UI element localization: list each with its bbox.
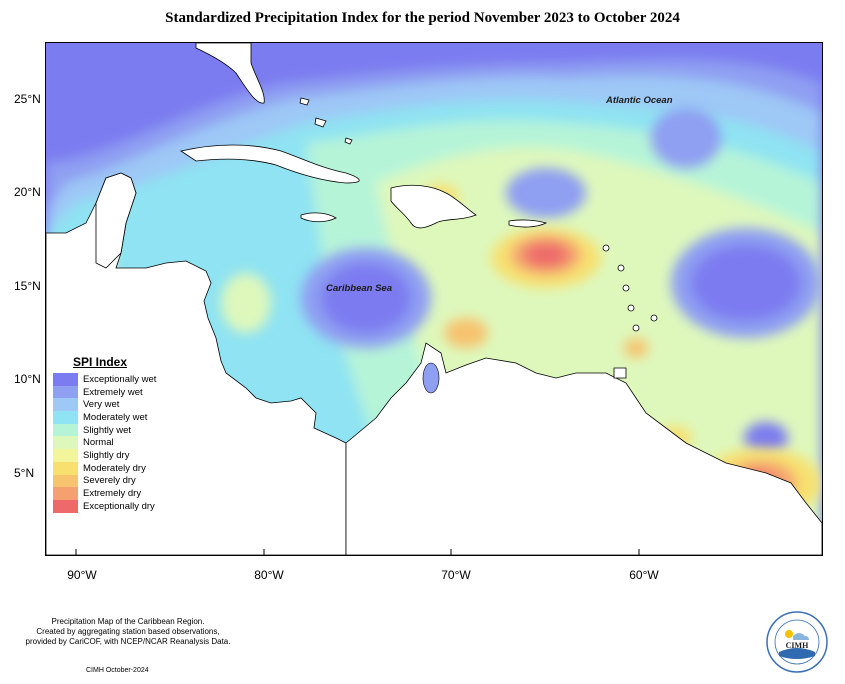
spi-zone-dry-pool — [444, 318, 488, 348]
map-title: Standardized Precipitation Index for the… — [165, 10, 680, 26]
caribbean-sea-label: Caribbean Sea — [326, 283, 392, 294]
credit: CIMH October-2024 — [86, 667, 149, 674]
spi-map: Caribbean Sea Atlantic Ocean — [45, 42, 823, 556]
spi-map-canvas: Caribbean Sea Atlantic Ocean — [46, 43, 822, 555]
legend-swatch — [53, 398, 78, 412]
land-antilles — [617, 264, 625, 272]
graticule — [75, 549, 640, 555]
land-antilles — [627, 304, 635, 312]
legend-swatch — [53, 423, 78, 437]
legend-label: Moderately dry — [83, 462, 146, 474]
legend-item: Moderately wet — [53, 411, 168, 424]
legend-label: Extremely dry — [83, 488, 142, 500]
lon-tick-60w: 60°W — [629, 568, 659, 582]
atlantic-ocean-label: Atlantic Ocean — [605, 95, 673, 106]
footnote-line-3: provided by CariCOF, with NCEP/NCAR Rean… — [25, 637, 231, 646]
lat-tick-5n: 5°N — [14, 466, 35, 480]
spi-zone-wet-pool — [651, 108, 721, 168]
legend-item: Slightly dry — [53, 449, 168, 462]
lake-maracaibo — [422, 362, 440, 394]
legend-item: Exceptionally wet — [53, 373, 168, 386]
legend-item: Severely dry — [53, 474, 168, 488]
land-bahamas — [314, 117, 327, 128]
logo-text: CIMH — [786, 641, 809, 650]
lon-tick-70w: 70°W — [441, 568, 471, 582]
lat-tick-20n: 20°N — [14, 185, 41, 199]
land-masses — [46, 43, 822, 555]
land-jamaica — [300, 212, 337, 223]
land-hispaniola — [390, 184, 477, 229]
legend-swatch — [53, 461, 78, 475]
legend-item: Slightly wet — [53, 423, 168, 437]
land-antilles — [632, 324, 640, 332]
land-antilles — [622, 284, 630, 292]
land-florida — [195, 43, 265, 104]
land-antilles — [602, 244, 610, 252]
legend-label: Moderately wet — [83, 411, 148, 423]
legend-item: Extremely wet — [53, 385, 168, 399]
legend-swatch — [53, 474, 78, 488]
spi-zone-wet-core — [691, 245, 801, 321]
spi-zone-wet-core — [321, 263, 411, 333]
legend-label: Severely dry — [83, 475, 136, 487]
lat-tick-10n: 10°N — [14, 372, 41, 386]
land-yucatan — [95, 172, 137, 269]
legend-rows: Exceptionally wet Extremely wet Very wet Mo… — [53, 373, 168, 513]
footnote-line-2: Created by aggregating station based obs… — [36, 627, 220, 636]
lat-tick-25n: 25°N — [14, 92, 41, 106]
cimh-logo: CIMH — [765, 610, 829, 674]
lon-tick-90w: 90°W — [67, 568, 97, 582]
lat-tick-15n: 15°N — [14, 279, 41, 293]
spi-zone-exceptionally-dry — [524, 243, 568, 267]
legend-swatch — [53, 499, 78, 513]
legend-swatch — [53, 385, 78, 399]
legend-swatch — [53, 411, 78, 424]
cimh-logo-icon: CIMH — [766, 611, 828, 673]
legend-label: Extremely wet — [83, 386, 143, 398]
legend-label: Normal — [83, 437, 114, 449]
legend-swatch — [53, 449, 78, 462]
legend-item: Normal — [53, 436, 168, 450]
legend-label: Exceptionally dry — [83, 500, 155, 512]
legend-item: Moderately dry — [53, 461, 168, 475]
legend-swatch — [53, 373, 78, 386]
legend-swatch — [53, 436, 78, 450]
spi-zone-dry-pool — [624, 338, 648, 358]
legend-label: Exceptionally wet — [83, 373, 157, 385]
legend-item: Extremely dry — [53, 487, 168, 500]
land-bahamas — [299, 97, 310, 106]
spi-zone-wet-core — [744, 422, 788, 454]
legend-label: Very wet — [83, 399, 120, 411]
land-puerto-rico — [508, 219, 548, 228]
lon-tick-80w: 80°W — [254, 568, 284, 582]
footnote-line-1: Precipitation Map of the Caribbean Regio… — [51, 617, 205, 626]
spi-legend: SPI Index Exceptionally wet Extremely wet… — [53, 355, 168, 513]
spi-zone-normal — [221, 273, 271, 333]
spi-zone-wet-pool — [506, 168, 586, 218]
legend-label: Slightly wet — [83, 424, 132, 436]
land-bahamas — [344, 137, 353, 145]
footnote: Precipitation Map of the Caribbean Regio… — [8, 617, 248, 647]
legend-label: Slightly dry — [83, 449, 130, 461]
land-antilles — [650, 314, 658, 322]
land-cuba — [180, 144, 360, 184]
legend-swatch — [53, 487, 78, 500]
land-trinidad — [613, 367, 627, 379]
legend-item: Exceptionally dry — [53, 499, 168, 513]
legend-title: SPI Index — [73, 355, 128, 369]
legend-item: Very wet — [53, 398, 168, 412]
